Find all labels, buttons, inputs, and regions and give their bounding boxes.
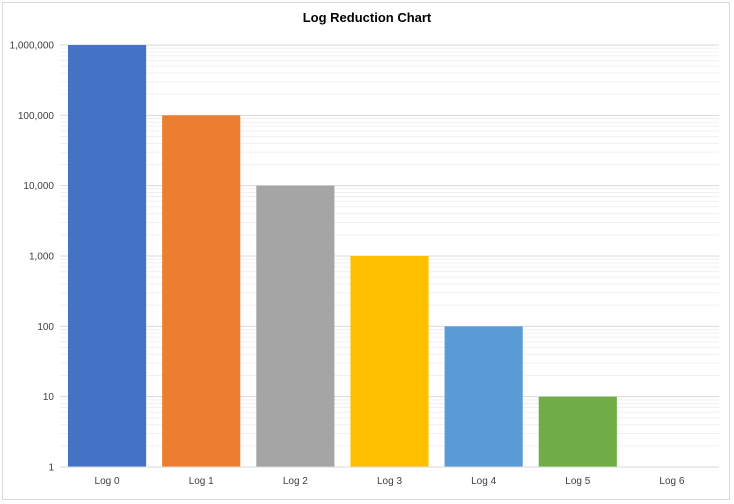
bars bbox=[68, 45, 617, 467]
y-tick-label: 1,000 bbox=[29, 252, 54, 263]
x-tick-label: Log 5 bbox=[565, 476, 590, 487]
bar-log-0 bbox=[68, 45, 147, 467]
x-tick-label: Log 2 bbox=[283, 476, 308, 487]
y-tick-label: 1,000,000 bbox=[10, 41, 55, 52]
y-tick-label: 100 bbox=[37, 322, 54, 333]
y-tick-label: 100,000 bbox=[18, 111, 55, 122]
x-tick-label: Log 6 bbox=[659, 476, 684, 487]
bar-log-4 bbox=[444, 326, 523, 467]
x-tick-label: Log 3 bbox=[377, 476, 402, 487]
chart-title: Log Reduction Chart bbox=[302, 10, 432, 25]
x-tick-label: Log 1 bbox=[189, 476, 214, 487]
bar-log-2 bbox=[256, 185, 335, 467]
y-tick-label: 10 bbox=[43, 392, 55, 403]
x-tick-label: Log 0 bbox=[95, 476, 120, 487]
y-axis-labels: 1 10 100 1,000 10,000 100,000 1,000,000 bbox=[10, 41, 55, 474]
y-tick-label: 1 bbox=[48, 463, 54, 474]
x-tick-label: Log 4 bbox=[471, 476, 496, 487]
bar-log-1 bbox=[162, 115, 241, 467]
y-tick-label: 10,000 bbox=[23, 181, 54, 192]
bar-log-3 bbox=[350, 256, 429, 467]
bar-log-5 bbox=[538, 396, 617, 467]
x-axis-labels: Log 0 Log 1 Log 2 Log 3 Log 4 Log 5 Log 6 bbox=[95, 476, 685, 487]
